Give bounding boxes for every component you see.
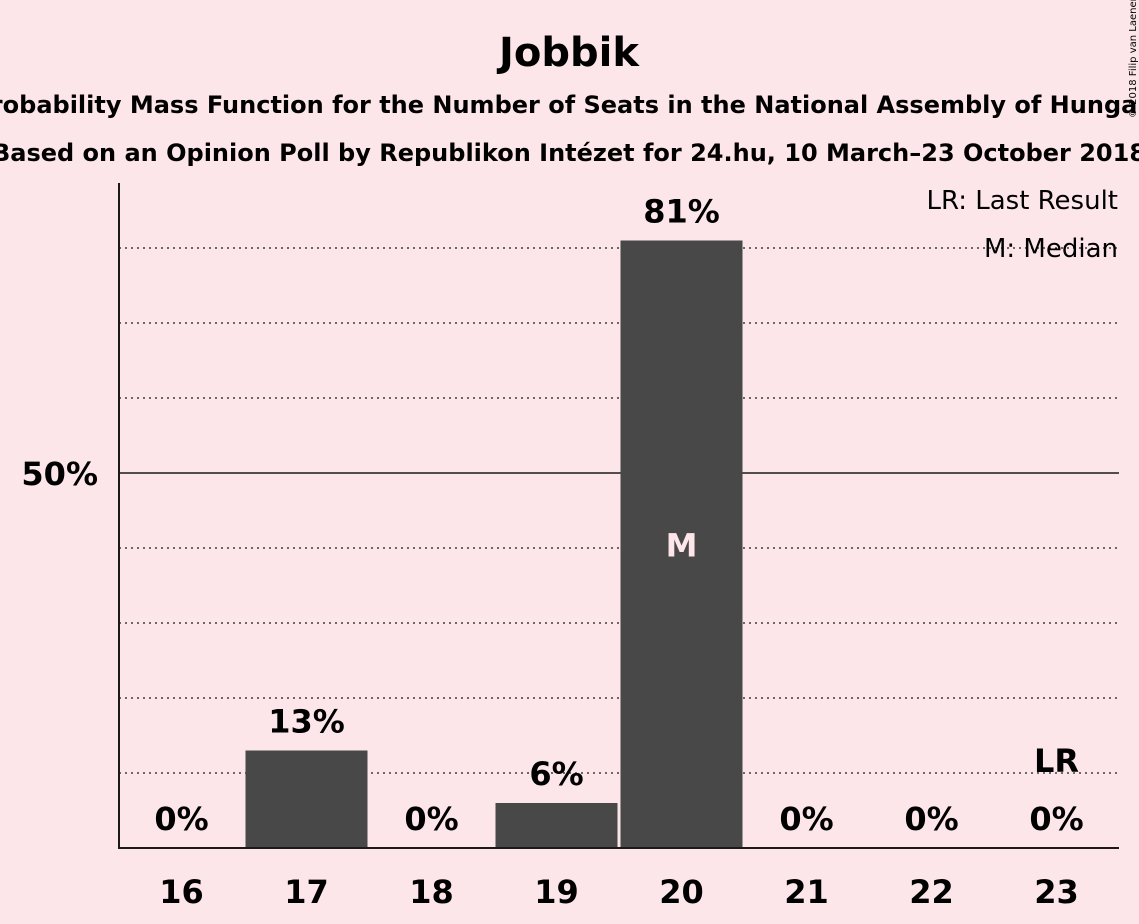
bar-19 [495,803,618,848]
value-label-18: 0% [404,800,458,838]
value-label-19: 6% [529,755,583,793]
chart-subtitle-source: Based on an Opinion Poll by Republikon I… [0,139,1139,167]
legend-median: M: Median [984,234,1118,264]
value-label-21: 0% [779,800,833,838]
x-tick-label-16: 16 [159,873,204,911]
x-tick-label-20: 20 [659,873,704,911]
bar-17 [245,750,368,848]
bars [245,240,743,848]
value-label-16: 0% [154,800,208,838]
grid-lines [119,247,1119,774]
value-label-20: 81% [643,193,720,231]
value-label-22: 0% [904,800,958,838]
value-label-23: 0% [1029,800,1083,838]
chart-title: Jobbik [496,30,640,76]
last-result-marker: LR [1034,742,1079,780]
x-tick-label-19: 19 [534,873,579,911]
value-label-17: 13% [268,703,345,741]
x-tick-label-22: 22 [909,873,954,911]
median-marker: M [666,526,698,564]
chart-subtitle: Probability Mass Function for the Number… [0,91,1139,119]
legend-last-result: LR: Last Result [926,186,1118,216]
x-tick-labels: 16 17 18 19 20 21 22 23 [159,873,1079,911]
x-tick-label-18: 18 [409,873,454,911]
x-tick-label-23: 23 [1034,873,1079,911]
y-tick-label: 50% [21,455,98,493]
x-tick-label-17: 17 [284,873,329,911]
y-tick-labels: 50% [21,455,98,493]
x-tick-label-21: 21 [784,873,829,911]
bar-20 [620,240,743,848]
value-labels: 0% 13% 0% 6% 81% M 0% 0% 0% LR [154,193,1083,839]
copyright-notice: © 2018 Filip van Laenen [1128,0,1139,118]
